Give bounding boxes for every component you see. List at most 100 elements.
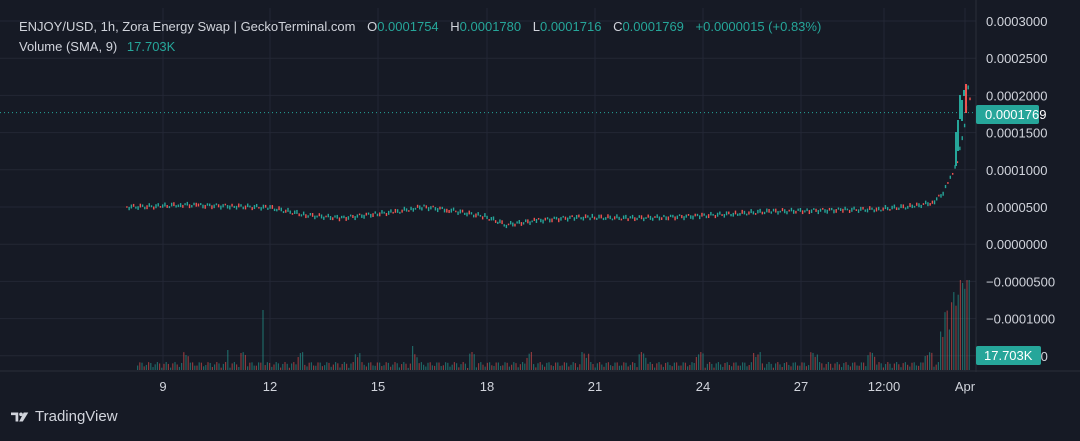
volume-bar [728, 365, 730, 370]
volume-bar [766, 363, 768, 370]
price-candle [705, 215, 708, 219]
volume-bar [244, 354, 246, 370]
tradingview-watermark[interactable]: TradingView [11, 408, 118, 425]
volume-bar [581, 352, 583, 370]
volume-bar [258, 362, 260, 370]
volume-bar [761, 363, 763, 370]
volume-bar [832, 367, 834, 370]
price-candle [423, 204, 425, 207]
price-candle [258, 206, 260, 209]
price-candle [851, 207, 853, 212]
volume-bar [145, 364, 147, 370]
price-candle [605, 217, 607, 220]
close-value: 0.0001769 [622, 19, 684, 34]
volume-bar [786, 362, 788, 370]
price-candle [566, 217, 569, 222]
volume-bar [643, 353, 645, 370]
price-candle [352, 214, 354, 219]
volume-bar [625, 362, 627, 370]
price-candle [620, 218, 623, 221]
volume-bar [574, 363, 576, 370]
price-candle [213, 204, 215, 209]
price-candle [938, 194, 940, 197]
price-candle [696, 213, 699, 217]
price-candle [414, 207, 417, 210]
price-candle [683, 216, 685, 221]
volume-bar [200, 362, 202, 370]
volume-bar [702, 353, 704, 370]
volume-bar [662, 366, 664, 370]
price-candle [215, 203, 218, 206]
price-candle [314, 215, 316, 220]
volume-bar [385, 362, 387, 370]
price-candle [437, 208, 439, 213]
volume-bar [898, 364, 900, 370]
volume-bar [885, 364, 887, 370]
price-candle [730, 214, 732, 217]
y-tick-label: −0.0001000 [986, 312, 1055, 327]
volume-bar [944, 312, 946, 370]
price-candle [797, 208, 799, 211]
volume-bar [955, 305, 957, 370]
price-candle [332, 217, 334, 221]
price-candle [799, 208, 802, 212]
price-candle [191, 205, 193, 208]
volume-bar [852, 362, 854, 370]
price-candle [553, 216, 555, 219]
price-candle [707, 214, 710, 219]
price-candle [461, 209, 464, 213]
price-candle [949, 175, 951, 179]
price-candle [516, 221, 518, 224]
price-candle [155, 204, 157, 209]
volume-bar [876, 364, 878, 370]
volume-bar [821, 363, 823, 370]
price-candle [535, 218, 538, 223]
price-candle [775, 208, 777, 213]
price-candle [235, 205, 238, 210]
price-candle [365, 212, 368, 216]
y-tick-label: 0.0003000 [986, 14, 1047, 29]
x-tick-label: 12 [263, 379, 277, 394]
price-candle [492, 216, 495, 221]
volume-bar [392, 364, 394, 370]
volume-bar [530, 352, 532, 370]
volume-bar [603, 366, 605, 370]
volume-bar [834, 363, 836, 370]
price-candle [745, 213, 748, 216]
price-candle [132, 203, 135, 207]
price-candle [933, 200, 936, 205]
volume-bar [172, 363, 174, 370]
volume-bar [440, 365, 442, 370]
price-candle [860, 206, 862, 211]
price-candle [942, 191, 944, 196]
price-candle [555, 216, 558, 220]
price-candle [318, 213, 321, 217]
volume-bar [601, 364, 603, 370]
price-candle [560, 217, 562, 221]
volume-bar [902, 363, 904, 370]
price-candle [186, 201, 189, 206]
volume-bar [865, 366, 867, 370]
volume-bar [449, 366, 451, 370]
volume-bar [143, 366, 145, 370]
volume-bar [614, 362, 616, 370]
price-candle [356, 214, 359, 218]
price-candle [425, 205, 428, 209]
price-candle [911, 204, 913, 209]
volume-bar [768, 362, 770, 370]
volume-bar [374, 365, 376, 370]
price-candle [394, 208, 397, 213]
price-candle [544, 217, 547, 221]
price-candle [166, 204, 168, 208]
price-candle [372, 213, 374, 218]
volume-bar [205, 364, 207, 370]
price-candle [468, 210, 470, 215]
volume-value: 17.703K [126, 39, 176, 54]
price-candle [226, 205, 229, 209]
price-candle [625, 214, 627, 219]
volume-bar [698, 354, 700, 370]
price-candle [669, 214, 672, 218]
volume-bar [867, 355, 869, 370]
